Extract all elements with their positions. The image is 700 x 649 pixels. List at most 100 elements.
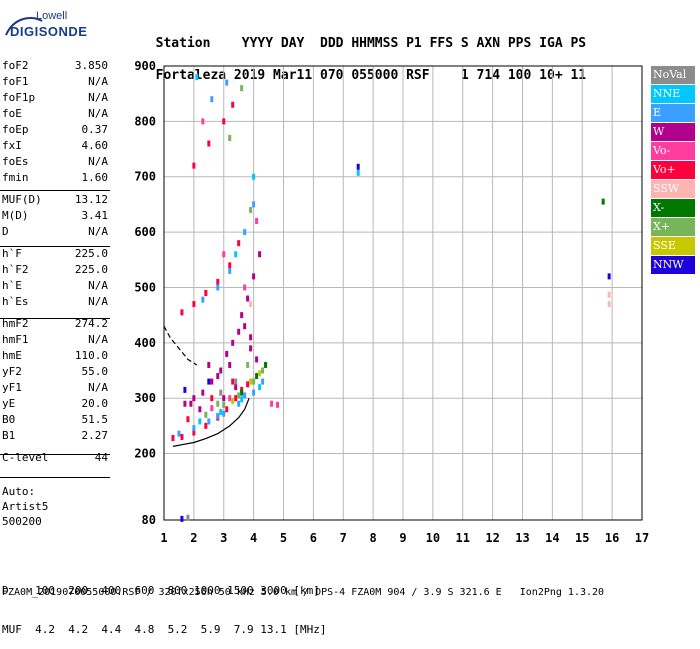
param-name: h`Es <box>2 295 29 308</box>
distance-row: D 100 200 400 600 800 1000 1500 3000 [km… <box>2 584 320 597</box>
data-point <box>356 169 360 176</box>
data-point <box>249 378 253 385</box>
data-point <box>246 361 250 368</box>
param-name: hmF2 <box>2 317 29 330</box>
data-point <box>204 411 208 418</box>
data-point <box>601 198 605 205</box>
data-point <box>249 301 253 308</box>
auto-version: 500200 <box>2 515 42 528</box>
x-tick-label: 4 <box>250 531 257 545</box>
data-point <box>204 422 208 429</box>
data-point <box>246 295 250 302</box>
separator-5 <box>0 477 110 478</box>
data-point <box>249 334 253 341</box>
data-point <box>255 373 259 380</box>
plot-frame <box>163 65 643 521</box>
param-row: foEs N/A <box>0 154 110 170</box>
legend-entry: Vo+ <box>651 161 695 179</box>
param-row: hmF1 N/A <box>0 332 110 348</box>
x-tick-label: 5 <box>280 531 287 545</box>
param-row: h`F 225.0 <box>0 246 110 262</box>
data-point <box>252 173 256 180</box>
data-point <box>207 418 211 425</box>
data-point <box>207 140 211 147</box>
param-row: D N/A <box>0 224 110 240</box>
data-point <box>216 284 220 291</box>
param-name: M(D) <box>2 209 29 222</box>
data-point <box>243 284 247 291</box>
y-tick-label: 700 <box>134 170 156 184</box>
param-name: foE <box>2 107 22 120</box>
x-tick-label: 15 <box>575 531 589 545</box>
logo-line-2: DIGISONDE <box>10 24 88 39</box>
data-point <box>258 384 262 391</box>
param-name: fxI <box>2 139 22 152</box>
data-point <box>183 400 187 407</box>
data-point <box>234 378 238 385</box>
param-name: B1 <box>2 429 16 442</box>
legend-entry: E <box>651 104 695 122</box>
param-value: 110.0 <box>74 349 108 362</box>
data-point <box>192 162 196 169</box>
data-point <box>192 429 196 436</box>
param-row: foE N/A <box>0 106 110 122</box>
data-point <box>192 301 196 308</box>
param-row: fxI 4.60 <box>0 138 110 154</box>
param-value: N/A <box>88 155 108 168</box>
data-point <box>198 406 202 413</box>
data-point <box>201 118 205 125</box>
legend-entry: NNW <box>651 256 695 274</box>
data-point <box>234 395 238 402</box>
param-name: h`F <box>2 247 22 260</box>
param-row: hmE 110.0 <box>0 348 110 364</box>
data-point <box>252 201 256 208</box>
data-point <box>237 392 241 399</box>
y-tick-label: 900 <box>134 59 156 73</box>
param-value: 55.0 <box>81 365 109 378</box>
data-point <box>207 378 211 385</box>
data-point <box>356 163 360 170</box>
data-point <box>607 291 611 298</box>
data-point <box>607 301 611 308</box>
data-point <box>207 361 211 368</box>
x-tick-label: 10 <box>426 531 440 545</box>
data-point <box>240 85 244 92</box>
y-tick-label: 80 <box>142 513 156 527</box>
param-name: foF2 <box>2 59 29 72</box>
param-value: 1.60 <box>81 171 109 184</box>
data-point <box>171 435 175 442</box>
data-point <box>204 290 208 296</box>
y-tick-label: 800 <box>134 114 156 128</box>
x-tick-label: 2 <box>190 531 197 545</box>
data-point <box>210 405 214 412</box>
y-tick-label: 600 <box>134 225 156 239</box>
muf-row: MUF 4.2 4.2 4.4 4.8 5.2 5.9 7.9 13.1 [MH… <box>2 623 327 636</box>
legend-entry: NoVal <box>651 66 695 84</box>
data-point <box>186 514 190 521</box>
virtual-height-curve <box>172 397 250 447</box>
param-value: 225.0 <box>74 247 108 260</box>
data-point <box>228 267 232 274</box>
x-tick-label: 1 <box>160 531 167 545</box>
muf-distance-table: D 100 200 400 600 800 1000 1500 3000 [km… <box>2 558 327 649</box>
x-tick-label: 17 <box>635 531 649 545</box>
data-point <box>258 251 262 258</box>
param-row: foF1p N/A <box>0 90 110 106</box>
param-name: yE <box>2 397 16 410</box>
y-tick-label: 500 <box>134 280 156 294</box>
param-value: 51.5 <box>81 413 109 426</box>
param-row: M(D) 3.41 <box>0 208 110 224</box>
param-name: foEp <box>2 123 29 136</box>
data-point <box>237 400 241 407</box>
data-point <box>249 206 253 213</box>
param-value: 225.0 <box>74 263 108 276</box>
data-point <box>237 240 241 247</box>
param-value: 3.41 <box>81 209 109 222</box>
data-point <box>225 79 229 86</box>
data-point <box>228 262 232 269</box>
param-value: N/A <box>88 107 108 120</box>
data-point <box>261 378 265 385</box>
param-row: B1 2.27 <box>0 428 110 444</box>
param-row: foF2 3.850 <box>0 58 110 74</box>
profile-dashed-line <box>163 325 198 366</box>
